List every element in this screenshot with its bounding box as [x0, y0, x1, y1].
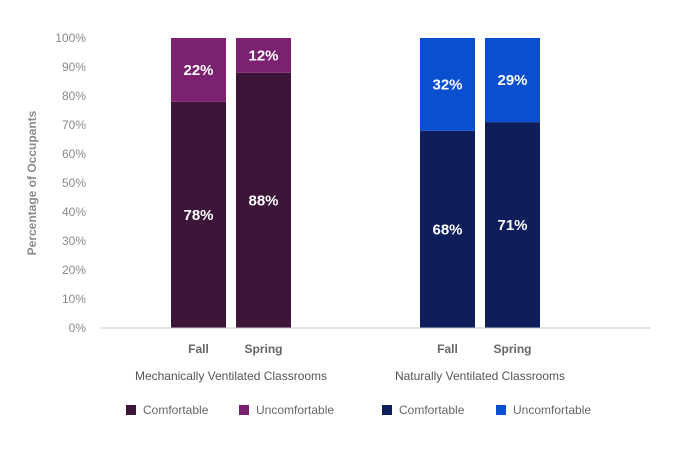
y-tick-label: 90%	[62, 60, 86, 74]
bar-segment-uncomfortable	[485, 38, 540, 123]
bar-segment-comfortable	[171, 101, 226, 328]
y-tick-label: 100%	[55, 31, 86, 45]
x-category-label: Fall	[188, 342, 209, 356]
y-tick-label: 80%	[62, 89, 86, 103]
data-label-comfortable: 88%	[248, 192, 278, 209]
data-label-uncomfortable: 29%	[497, 72, 527, 89]
legend-swatch	[496, 405, 506, 415]
bar-segment-comfortable	[420, 130, 475, 328]
data-label-uncomfortable: 32%	[432, 76, 462, 93]
legend-swatch	[126, 405, 136, 415]
data-label-uncomfortable: 22%	[183, 62, 213, 79]
y-axis: 0% 10% 20% 30% 40% 50% 60% 70% 80% 90% 100%	[55, 31, 86, 335]
y-tick-label: 60%	[62, 147, 86, 161]
legend-label: Comfortable	[399, 403, 465, 417]
y-tick-label: 40%	[62, 205, 86, 219]
group-label: Mechanically Ventilated Classrooms	[135, 369, 327, 383]
bar-segment-uncomfortable	[236, 38, 291, 73]
y-tick-label: 0%	[69, 321, 87, 335]
legend-swatch	[239, 405, 249, 415]
x-category-label: Spring	[245, 342, 283, 356]
bar-segment-comfortable	[236, 72, 291, 328]
bar-area: 78% 22% 88% 12% 68% 32% 71% 29%	[171, 38, 540, 328]
y-tick-label: 20%	[62, 263, 86, 277]
group-label: Naturally Ventilated Classrooms	[395, 369, 565, 383]
y-tick-label: 10%	[62, 292, 86, 306]
y-tick-label: 50%	[62, 176, 86, 190]
y-tick-label: 70%	[62, 118, 86, 132]
legend-swatch	[382, 405, 392, 415]
legend-label: Uncomfortable	[256, 403, 334, 417]
data-label-comfortable: 78%	[183, 207, 213, 224]
bar-segment-uncomfortable	[171, 38, 226, 102]
bar-segment-comfortable	[485, 122, 540, 328]
y-axis-label: Percentage of Occupants	[25, 110, 39, 255]
legend-label: Uncomfortable	[513, 403, 591, 417]
x-category-label: Fall	[437, 342, 458, 356]
data-label-uncomfortable: 12%	[248, 47, 278, 64]
data-label-comfortable: 71%	[497, 217, 527, 234]
y-tick-label: 30%	[62, 234, 86, 248]
bar-segment-uncomfortable	[420, 38, 475, 131]
x-category-label: Spring	[494, 342, 532, 356]
x-axis-labels: Fall Spring Mechanically Ventilated Classr…	[135, 342, 565, 383]
legend: Comfortable Uncomfortable Comfortable Uncom…	[126, 403, 591, 417]
data-label-comfortable: 68%	[432, 221, 462, 238]
legend-label: Comfortable	[143, 403, 209, 417]
